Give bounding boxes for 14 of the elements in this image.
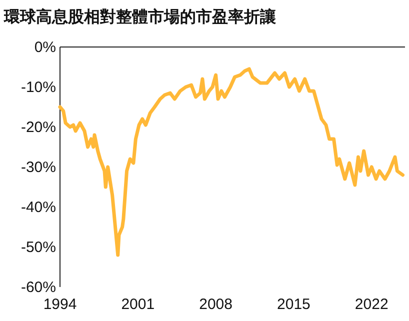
y-tick-label: -40% — [20, 199, 56, 216]
chart-title: 環球高息股相對整體市場的市盈率折讓 — [3, 7, 277, 26]
y-tick-label: -20% — [20, 119, 56, 136]
x-tick-label: 2022 — [354, 296, 388, 313]
x-tick-label: 2001 — [121, 296, 155, 313]
y-tick-label: -10% — [20, 79, 56, 96]
y-tick-label: -30% — [20, 159, 56, 176]
x-tick-label: 2008 — [199, 296, 232, 313]
y-tick-label: -50% — [20, 239, 56, 256]
y-tick-label: 0% — [34, 39, 56, 56]
x-tick-label: 2015 — [277, 296, 310, 313]
y-tick-label: -60% — [20, 279, 56, 296]
x-tick-label: 1994 — [43, 296, 77, 313]
line-series — [58, 67, 405, 257]
